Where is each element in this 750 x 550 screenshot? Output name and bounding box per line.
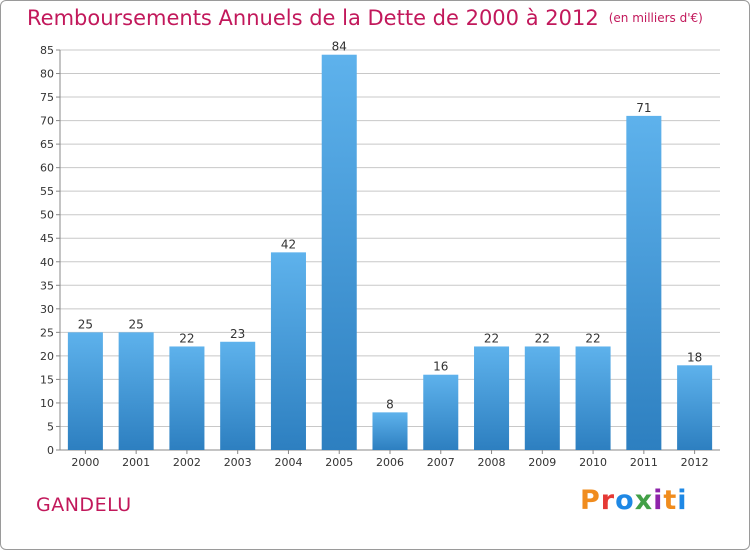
data-label: 22 xyxy=(179,331,194,345)
bar xyxy=(524,346,560,450)
x-tick-label: 2007 xyxy=(427,456,455,469)
bar xyxy=(474,346,510,450)
bar xyxy=(321,54,357,451)
data-label: 42 xyxy=(281,237,296,251)
logo-letter: P xyxy=(580,485,601,516)
y-tick-label: 85 xyxy=(40,44,54,57)
x-tick-label: 2003 xyxy=(224,456,252,469)
y-tick-label: 75 xyxy=(40,91,54,104)
data-label: 18 xyxy=(687,350,702,364)
y-tick-label: 70 xyxy=(40,115,54,128)
data-label: 23 xyxy=(230,327,245,341)
bar xyxy=(423,374,459,450)
x-tick-label: 2001 xyxy=(122,456,150,469)
chart-unit: (en milliers d'€) xyxy=(608,11,703,25)
chart-title: Remboursements Annuels de la Dette de 20… xyxy=(27,6,703,30)
y-tick-label: 25 xyxy=(40,326,54,339)
bar xyxy=(67,332,103,450)
x-tick-label: 2002 xyxy=(173,456,201,469)
x-tick-label: 2011 xyxy=(630,456,658,469)
bar xyxy=(677,365,713,450)
x-tick-label: 2006 xyxy=(376,456,404,469)
y-tick-label: 65 xyxy=(40,138,54,151)
y-tick-label: 50 xyxy=(40,209,54,222)
bar xyxy=(220,341,256,450)
y-tick-label: 0 xyxy=(47,444,54,457)
x-tick-label: 2004 xyxy=(274,456,302,469)
data-label: 25 xyxy=(129,317,144,331)
data-label: 22 xyxy=(585,331,600,345)
x-tick-label: 2008 xyxy=(478,456,506,469)
bar xyxy=(270,252,306,450)
bar xyxy=(575,346,611,450)
logo-letter: i xyxy=(653,485,664,516)
data-label: 71 xyxy=(636,101,651,115)
x-tick-label: 2000 xyxy=(71,456,99,469)
y-tick-label: 20 xyxy=(40,350,54,363)
data-label: 84 xyxy=(332,40,347,54)
y-tick-label: 60 xyxy=(40,162,54,175)
x-tick-label: 2010 xyxy=(579,456,607,469)
logo-letter: x xyxy=(634,485,654,516)
y-tick-label: 80 xyxy=(40,68,54,81)
data-label: 16 xyxy=(433,360,448,374)
y-tick-label: 35 xyxy=(40,279,54,292)
logo-letter: t xyxy=(663,485,678,516)
y-tick-label: 5 xyxy=(47,420,54,433)
data-label: 25 xyxy=(78,317,93,331)
y-tick-label: 10 xyxy=(40,397,54,410)
bar xyxy=(118,332,154,450)
bar xyxy=(169,346,205,450)
data-label: 8 xyxy=(386,397,394,411)
logo-letter: i xyxy=(677,485,688,516)
proxiti-logo: Proxiti xyxy=(580,485,688,516)
y-tick-label: 30 xyxy=(40,303,54,316)
logo-letter: o xyxy=(615,485,635,516)
bar xyxy=(372,412,408,450)
bar xyxy=(626,115,662,450)
y-tick-label: 15 xyxy=(40,373,54,386)
y-tick-label: 45 xyxy=(40,232,54,245)
data-label: 22 xyxy=(535,331,550,345)
x-tick-label: 2005 xyxy=(325,456,353,469)
chart-title-text: Remboursements Annuels de la Dette de 20… xyxy=(27,6,599,30)
commune-name: GANDELU xyxy=(36,494,132,516)
y-tick-label: 55 xyxy=(40,185,54,198)
y-tick-label: 40 xyxy=(40,256,54,269)
logo-letter: r xyxy=(600,485,616,516)
data-label: 22 xyxy=(484,331,499,345)
x-tick-label: 2012 xyxy=(681,456,709,469)
x-tick-label: 2009 xyxy=(528,456,556,469)
